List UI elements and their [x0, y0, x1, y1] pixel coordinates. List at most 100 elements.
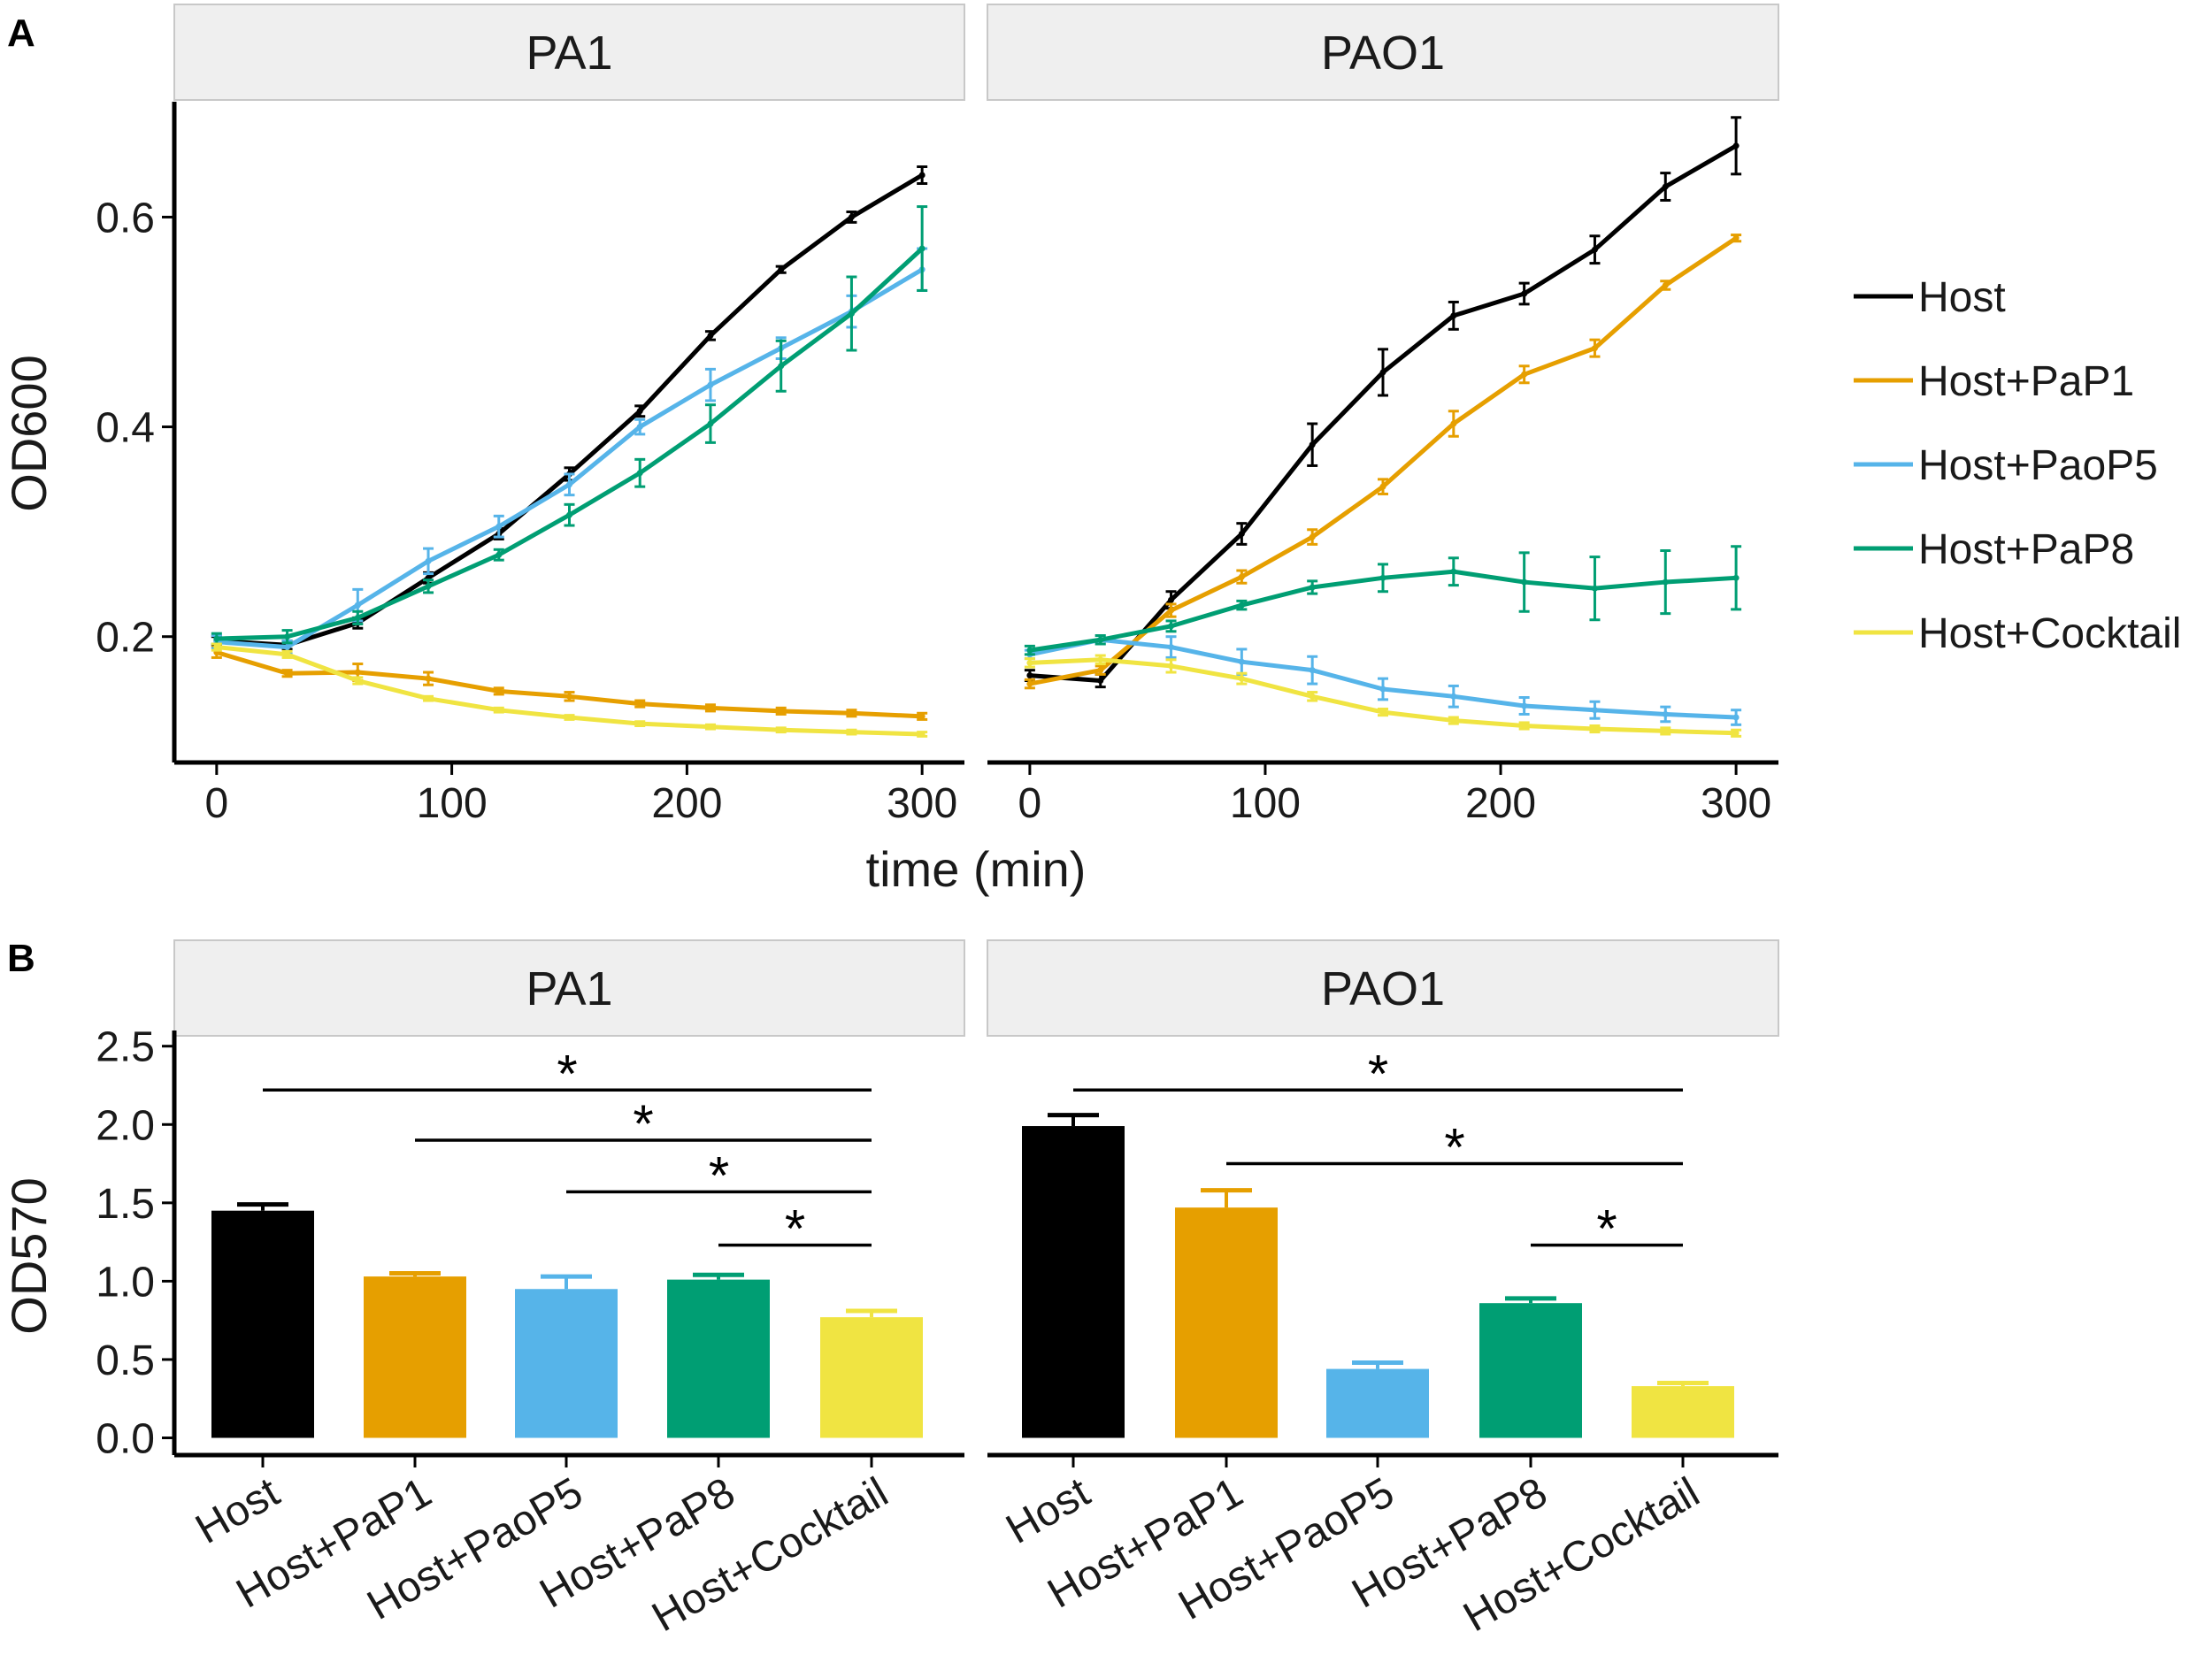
data-point [1238, 531, 1245, 538]
bar [1632, 1386, 1734, 1438]
series-host-paop5-pa1 [211, 247, 928, 655]
facet-strip [987, 939, 1779, 1037]
data-point [425, 557, 432, 564]
facet-strip [173, 4, 965, 101]
facet-strip-label: PA1 [526, 27, 612, 80]
y-tick-label: 2.5 [96, 1024, 155, 1071]
data-point [1662, 727, 1669, 734]
data-point [1309, 584, 1316, 591]
data-point [425, 583, 432, 590]
x-tick-label: 100 [417, 780, 488, 827]
data-point [636, 408, 643, 415]
y-tick-label: 0.4 [96, 405, 155, 452]
series-host-pap1-pao1 [1024, 234, 1742, 690]
y-axis-title: OD600 [1, 355, 57, 511]
data-point [1379, 574, 1386, 581]
data-point [1662, 282, 1669, 288]
series-host-pa1 [211, 165, 928, 651]
data-point [1662, 183, 1669, 190]
bar-host-paop5-pao1 [1326, 1360, 1429, 1438]
data-point [1238, 601, 1245, 609]
data-point [1662, 578, 1669, 586]
data-point [778, 726, 785, 733]
data-point [778, 708, 785, 715]
facet-strip-label: PA1 [526, 962, 612, 1015]
data-point [354, 669, 361, 676]
data-point [1662, 710, 1669, 717]
data-point [354, 601, 361, 609]
data-point [284, 651, 291, 658]
data-point [1591, 246, 1598, 253]
x-tick-label: 200 [651, 780, 722, 827]
data-point [707, 704, 714, 711]
data-point [1379, 483, 1386, 490]
data-point [566, 714, 572, 721]
bar [820, 1317, 923, 1438]
data-point [848, 709, 855, 716]
panel-a-line-chart: PA1 0 100 200 300 PAO1 0 100 200 300 0.2 0.4 0.6 time… [1, 4, 2181, 897]
data-point [1168, 663, 1175, 670]
data-point [354, 614, 361, 621]
data-point [1450, 420, 1457, 427]
bar [364, 1276, 466, 1438]
data-point [1732, 730, 1740, 737]
significance-star: * [709, 1145, 729, 1205]
series-line [216, 247, 924, 641]
x-tick-label: 0 [1018, 780, 1042, 827]
y-tick-label: 0.5 [96, 1337, 155, 1384]
facet-strip-label: PAO1 [1321, 962, 1445, 1015]
legend-label: Host+PaP8 [1918, 526, 2134, 573]
data-point [1379, 369, 1386, 376]
significance-pao1-host: * [1073, 1044, 1683, 1103]
data-point [848, 310, 855, 318]
significance-pao1-host-pap1: * [1226, 1118, 1683, 1177]
data-point [1379, 709, 1386, 716]
data-point [1732, 234, 1740, 241]
data-point [1591, 345, 1598, 352]
series-line [216, 267, 924, 650]
data-point [1309, 667, 1316, 674]
bar-host-pa1 [211, 1202, 314, 1438]
data-point [1521, 723, 1528, 729]
bar [1175, 1207, 1278, 1438]
y-tick-label: 2.0 [96, 1102, 155, 1149]
data-point [1521, 578, 1528, 586]
data-point [1026, 659, 1033, 666]
data-point [1591, 707, 1598, 714]
bar [1479, 1303, 1582, 1438]
series-host-pap1-pa1 [211, 646, 928, 721]
legend-label: Host [1918, 274, 2006, 321]
data-point [1521, 290, 1528, 297]
legend: Host Host+PaP1 Host+PaoP5 Host+PaP8 Host+Coc… [1854, 274, 2181, 657]
data-point [1732, 574, 1740, 581]
data-point [1097, 636, 1104, 643]
x-tick-label: 0 [204, 780, 228, 827]
y-tick-label: 1.5 [96, 1181, 155, 1228]
data-point [778, 266, 785, 273]
data-point [284, 633, 291, 640]
data-point [707, 420, 714, 427]
significance-star: * [1444, 1118, 1464, 1177]
legend-item-host-paop5: Host+PaoP5 [1854, 442, 2158, 489]
data-point [918, 731, 926, 738]
data-point [1732, 714, 1740, 721]
x-tick-label: 100 [1230, 780, 1301, 827]
data-point [1026, 647, 1033, 654]
bar [667, 1279, 770, 1438]
x-tick-label: 300 [1701, 780, 1771, 827]
data-point [495, 707, 503, 714]
data-point [425, 675, 432, 682]
data-point [636, 470, 643, 477]
series-line [1029, 143, 1738, 684]
legend-item-host-cocktail: Host+Cocktail [1854, 610, 2181, 657]
data-point [918, 245, 926, 252]
y-tick-label: 0.6 [96, 195, 155, 241]
legend-item-host-pap1: Host+PaP1 [1854, 358, 2134, 405]
significance-star: * [1368, 1044, 1388, 1103]
data-point [1521, 371, 1528, 378]
y-tick-label: 0.2 [96, 615, 155, 662]
bar-host-cocktail-pa1 [820, 1308, 923, 1438]
y-tick-label: 0.0 [96, 1416, 155, 1463]
data-point [636, 720, 643, 727]
